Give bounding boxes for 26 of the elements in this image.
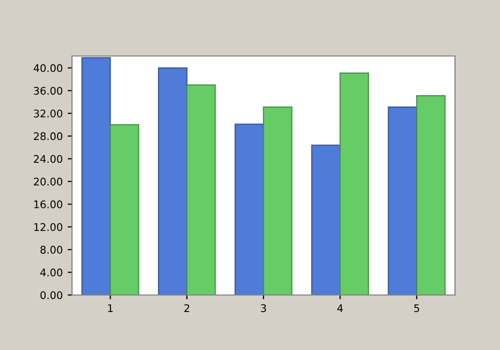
y-tick-label: 8.00	[40, 246, 62, 254]
bar	[262, 106, 292, 295]
x-tick-label: 5	[414, 304, 420, 312]
y-tick-label: 36.00	[34, 86, 62, 95]
x-tick-label: 3	[260, 304, 266, 312]
bar	[81, 57, 111, 295]
y-tick-label: 20.00	[34, 178, 62, 186]
bar	[388, 106, 418, 295]
bar	[186, 84, 216, 295]
x-tick-label: 4	[337, 304, 343, 312]
x-tick-label: 1	[108, 304, 113, 312]
y-tick-label: 24.00	[34, 154, 62, 163]
bar	[234, 124, 264, 295]
bar	[416, 95, 446, 295]
y-tick-label: 16.00	[34, 200, 62, 208]
y-tick-label: 4.00	[40, 268, 62, 276]
y-tick-label: 0.00	[40, 291, 62, 300]
y-tick-label: 12.00	[34, 223, 62, 231]
y-tick-label: 32.00	[34, 110, 62, 118]
y-tick-label: 40.00	[34, 64, 62, 72]
y-tick-label: 28.00	[34, 132, 62, 140]
x-tick-label: 2	[184, 304, 190, 312]
bar	[110, 124, 140, 295]
bar	[311, 144, 341, 295]
bar	[158, 67, 188, 295]
bar	[340, 72, 369, 295]
